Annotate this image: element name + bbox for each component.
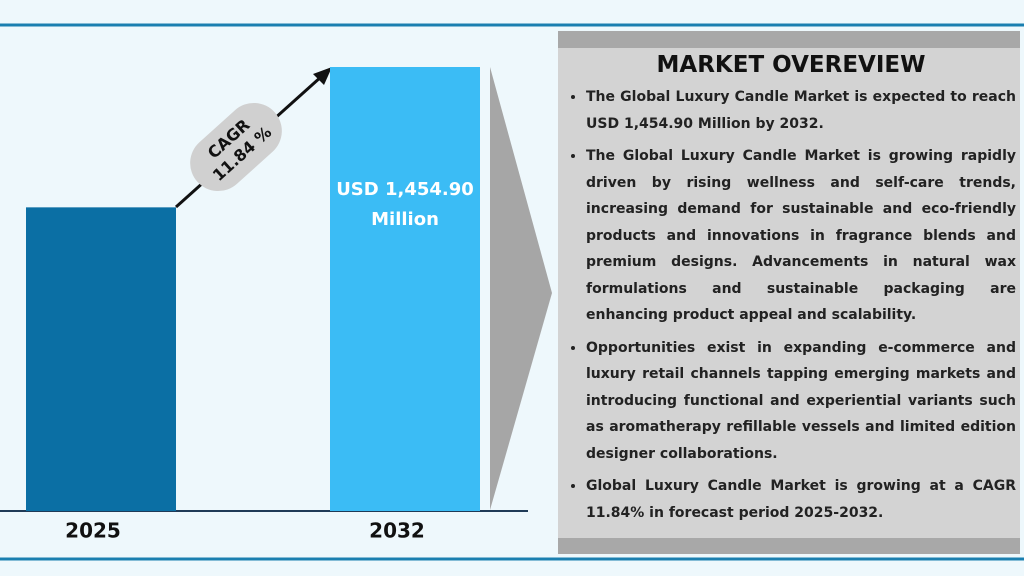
overview-bullet: The Global Luxury Candle Market is expec…: [586, 84, 1016, 137]
overview-list: The Global Luxury Candle Market is expec…: [566, 84, 1016, 526]
bar: [26, 207, 176, 511]
cagr-arrowhead: [313, 67, 332, 85]
overview-title: MARKET OVEREVIEW: [656, 52, 926, 78]
cagr-pill-bg: [190, 102, 282, 192]
x-tick-label: 2032: [369, 519, 425, 543]
x-tick-label: 2025: [65, 519, 121, 543]
overview-bullet: Global Luxury Candle Market is growing a…: [586, 473, 1016, 526]
panel-bg: [558, 31, 1020, 554]
panel-top-band: [558, 31, 1020, 48]
overview-bullet: Opportunities exist in expanding e-comme…: [586, 335, 1016, 468]
pointer-arrow: [490, 67, 552, 510]
cagr-pill: CAGR 11.84 %: [190, 102, 282, 192]
overview-bullet: The Global Luxury Candle Market is growi…: [586, 143, 1016, 329]
bar: [330, 67, 480, 511]
overview-panel: MARKET OVEREVIEW The Global Luxury Candl…: [566, 52, 1016, 532]
panel-bottom-band: [558, 538, 1020, 554]
value-label: USD 1,454.90 Million: [336, 179, 474, 230]
